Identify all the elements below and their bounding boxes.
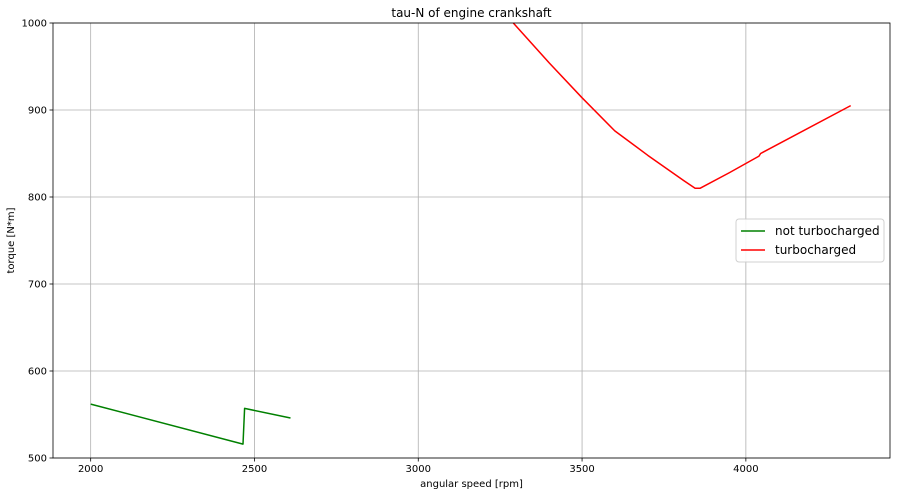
y-tick-label-500: 500 bbox=[28, 454, 47, 465]
legend-label-not-turbocharged: not turbocharged bbox=[775, 224, 880, 238]
chart-title: tau-N of engine crankshaft bbox=[391, 6, 552, 20]
series-line-turbocharged bbox=[512, 22, 852, 190]
x-tick-label-2500: 2500 bbox=[242, 464, 267, 475]
x-tick-label-3000: 3000 bbox=[406, 464, 431, 475]
series-line-not-turbocharged bbox=[90, 403, 291, 445]
plot-frame bbox=[52, 22, 891, 459]
x-axis-label: angular speed [rpm] bbox=[420, 479, 523, 490]
y-tick-label-700: 700 bbox=[28, 280, 47, 291]
y-tick-label-1000: 1000 bbox=[22, 19, 47, 30]
legend-label-turbocharged: turbocharged bbox=[775, 243, 856, 257]
y-tick-label-900: 900 bbox=[28, 106, 47, 117]
y-tick-label-800: 800 bbox=[28, 193, 47, 204]
series-lines bbox=[90, 22, 852, 445]
x-tick-label-3500: 3500 bbox=[569, 464, 594, 475]
x-tick-label-4000: 4000 bbox=[733, 464, 758, 475]
y-axis-label: torque [N*m] bbox=[6, 207, 17, 273]
legend-box bbox=[735, 218, 885, 263]
y-tick-label-600: 600 bbox=[28, 367, 47, 378]
x-tick-label-2000: 2000 bbox=[78, 464, 103, 475]
legend: not turbocharged turbocharged bbox=[735, 218, 885, 263]
axis-ticks: 2000 2500 3000 3500 4000 500 600 700 800 900 1000 bbox=[22, 19, 759, 476]
